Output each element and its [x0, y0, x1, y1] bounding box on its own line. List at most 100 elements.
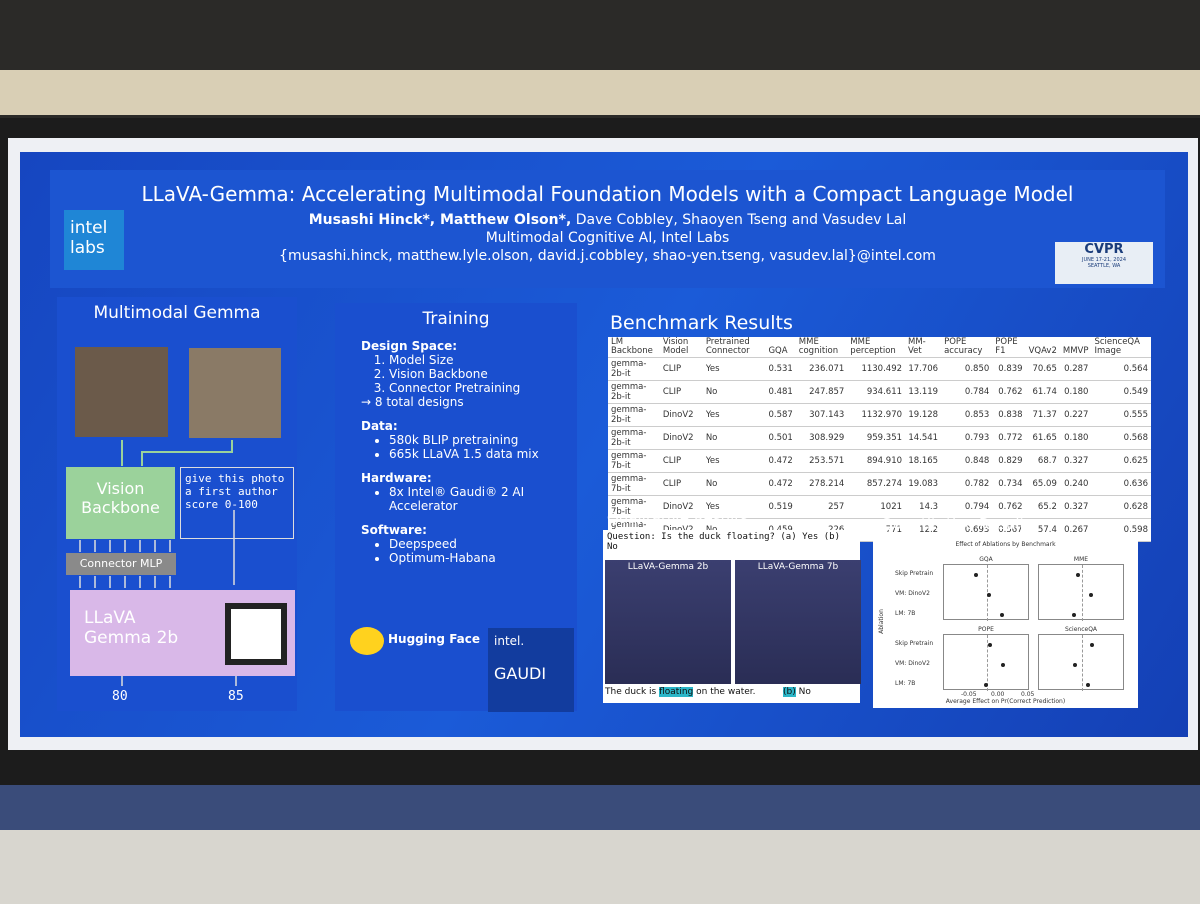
cell: gemma-7b-it — [608, 472, 660, 496]
diagram-arrows — [79, 440, 237, 686]
point — [1086, 683, 1090, 687]
point — [1000, 613, 1004, 617]
table-row: gemma-7b-it DinoV2 Yes 0.519 257 1021 14.3 0.79… — [608, 495, 1151, 519]
cell: 857.274 — [847, 472, 906, 496]
cell: 0.839 — [992, 357, 1026, 381]
point — [1076, 573, 1080, 577]
emails: {musashi.hinck, matthew.lyle.olson, davi… — [279, 248, 936, 264]
cell: 894.910 — [847, 449, 906, 473]
section-heading: Software: — [361, 523, 427, 537]
item: Deepspeed — [389, 537, 551, 551]
panel-title: GQA — [979, 556, 993, 563]
cell: DinoV2 — [659, 426, 703, 450]
cell: CLIP — [659, 357, 703, 381]
cvpr-logo: CVPR JUNE 17-21, 2024 SEATTLE, WA — [1055, 242, 1153, 284]
column-header: LM Backbone — [608, 337, 660, 358]
point — [1089, 593, 1093, 597]
cell: 934.611 — [847, 380, 906, 404]
hugging-face: Hugging Face — [388, 632, 481, 646]
cell: 0.636 — [1091, 472, 1151, 496]
ablation-label: Skip Pretrain — [895, 640, 934, 647]
section-title: Benchmark Results — [610, 312, 793, 334]
column-header: MME cognition — [795, 337, 848, 358]
ablation-label: LM: 7B — [895, 680, 916, 687]
zero-line — [1082, 635, 1083, 691]
zero-line — [1082, 565, 1083, 621]
zero-line — [987, 635, 988, 691]
prompt: give this photo a first author score 0-1… — [180, 467, 294, 539]
table-row: gemma-2b-it DinoV2 Yes 0.587 307.143 1132.970… — [608, 403, 1151, 427]
score: 85 — [228, 689, 244, 704]
cell: No — [702, 380, 766, 404]
author-photo — [189, 348, 281, 438]
cell: CLIP — [659, 449, 703, 473]
table-row: gemma-2b-it DinoV2 No 0.501 308.929 959.351 14… — [608, 426, 1151, 450]
benchmark-table: LM Backbone Vision Model Pretrained Connec… — [608, 337, 1151, 542]
item: Vision Backbone — [389, 367, 551, 381]
cell: DinoV2 — [659, 495, 703, 519]
floor — [0, 830, 1200, 904]
cell: 0.784 — [941, 380, 993, 404]
section-title: Qualitative Results — [607, 509, 748, 527]
cell: 17.706 — [905, 357, 942, 381]
cell: 0.287 — [1059, 357, 1092, 381]
cell: 0.531 — [765, 357, 796, 381]
gaudi-logo: intel. GAUDI — [488, 628, 574, 712]
ablation-label: LM: 7B — [895, 610, 916, 617]
cell: CLIP — [659, 380, 703, 404]
column-header: MMVP — [1059, 337, 1092, 358]
cell: 0.850 — [941, 357, 993, 381]
mini-panel — [943, 564, 1029, 621]
table-row: gemma-2b-it CLIP No 0.481 247.857 934.611 13.1… — [608, 380, 1151, 404]
item: Model Size — [389, 353, 551, 367]
point — [1073, 663, 1077, 667]
cell: Yes — [702, 403, 766, 427]
column-header: MM-Vet — [905, 337, 942, 358]
point — [1001, 663, 1005, 667]
cell: No — [702, 426, 766, 450]
vision-backbone: Vision Backbone — [66, 467, 175, 539]
cell: 0.628 — [1091, 495, 1151, 519]
cell: gemma-2b-it — [608, 426, 660, 450]
point — [1090, 643, 1094, 647]
header-row: LM Backbone Vision Model Pretrained Connec… — [608, 337, 1151, 358]
cell: 0.549 — [1091, 380, 1151, 404]
cell: 307.143 — [795, 403, 848, 427]
author-photo — [75, 347, 168, 437]
logo-bottom: labs — [70, 238, 105, 258]
authors: Musashi Hinck*, Matthew Olson*, Dave Cob… — [50, 212, 1165, 228]
cell: 0.853 — [941, 403, 993, 427]
y-label: Ablation — [877, 609, 885, 634]
cvpr-city: SEATTLE, WA — [1087, 263, 1121, 269]
cell: 0.568 — [1091, 426, 1151, 450]
point — [984, 683, 988, 687]
answer-post: on the water. — [696, 687, 756, 697]
point — [974, 573, 978, 577]
note: → 8 total designs — [361, 395, 464, 409]
title: LLaVA-Gemma: Accelerating Multimodal Fou… — [141, 182, 1074, 206]
cell: 1132.970 — [847, 403, 906, 427]
cell: 19.128 — [905, 403, 942, 427]
item: 665k LLaVA 1.5 data mix — [389, 447, 551, 461]
cell: CLIP — [659, 472, 703, 496]
ablation-plot: Effect of Ablations by Benchmark Ablatio… — [873, 538, 1138, 708]
answer-post: No — [798, 687, 811, 697]
item-list: 580k BLIP pretraining665k LLaVA 1.5 data… — [361, 433, 551, 461]
cell: 236.071 — [795, 357, 848, 381]
cell: 14.541 — [905, 426, 942, 450]
cell: 257 — [795, 495, 848, 519]
cell: 0.180 — [1059, 380, 1092, 404]
cell: 0.772 — [992, 426, 1026, 450]
x-tick-label: -0.05 — [961, 691, 977, 698]
column-header: Pretrained Connector — [702, 337, 766, 358]
duck-image: LLaVA-Gemma 7b — [735, 560, 861, 684]
cvpr-date: JUNE 17-21, 2024 — [1081, 257, 1127, 263]
header: LLaVA-Gemma: Accelerating Multimodal Fou… — [50, 170, 1165, 288]
cell: 247.857 — [795, 380, 848, 404]
section-heading: Hardware: — [361, 471, 432, 485]
cell: gemma-2b-it — [608, 403, 660, 427]
panel-title: POPE — [978, 626, 994, 633]
cell: 0.848 — [941, 449, 993, 473]
wall — [0, 70, 1200, 115]
